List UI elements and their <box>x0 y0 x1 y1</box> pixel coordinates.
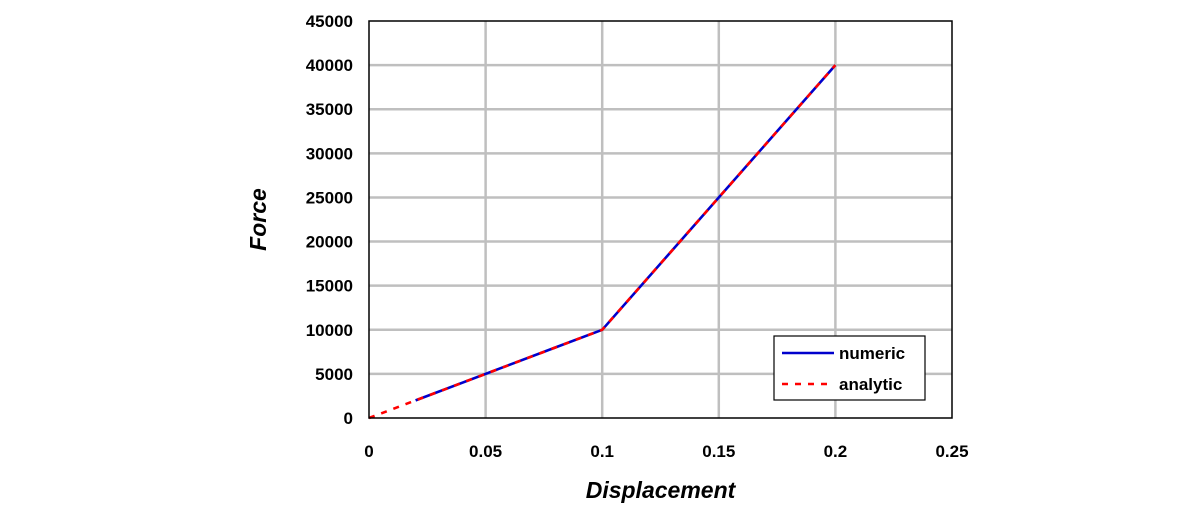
x-tick-label: 0 <box>364 442 373 461</box>
y-tick-label: 10000 <box>306 321 353 340</box>
grid <box>369 21 952 418</box>
y-tick-label: 40000 <box>306 56 353 75</box>
plot-area-border <box>368 20 953 419</box>
y-tick-label: 25000 <box>306 188 353 207</box>
legend-label-numeric: numeric <box>839 344 905 363</box>
x-axis-title: Displacement <box>586 477 737 503</box>
y-tick-label: 35000 <box>306 100 353 119</box>
x-tick-label: 0.1 <box>590 442 614 461</box>
y-tick-label: 5000 <box>315 365 353 384</box>
x-tick-label: 0.2 <box>824 442 848 461</box>
y-tick-label: 20000 <box>306 233 353 252</box>
series-line-numeric <box>415 64 837 402</box>
legend-box <box>773 335 926 401</box>
y-tick-label: 30000 <box>306 144 353 163</box>
x-tick-label: 0.25 <box>935 442 968 461</box>
legend-label-analytic: analytic <box>839 375 902 394</box>
y-tick-label: 45000 <box>306 12 353 31</box>
y-tick-label: 15000 <box>306 277 353 296</box>
legend: numeric analytic <box>773 335 926 401</box>
x-tick-label: 0.15 <box>702 442 735 461</box>
x-tick-label: 0.05 <box>469 442 502 461</box>
y-axis-title: Force <box>245 188 271 251</box>
series-layer <box>368 64 837 420</box>
y-tick-label: 0 <box>344 409 353 428</box>
series-line-analytic <box>368 64 837 420</box>
tick-labels: 0 0.05 0.1 0.15 0.2 0.25 0 5000 10000 15000 20000 2… <box>306 12 969 461</box>
